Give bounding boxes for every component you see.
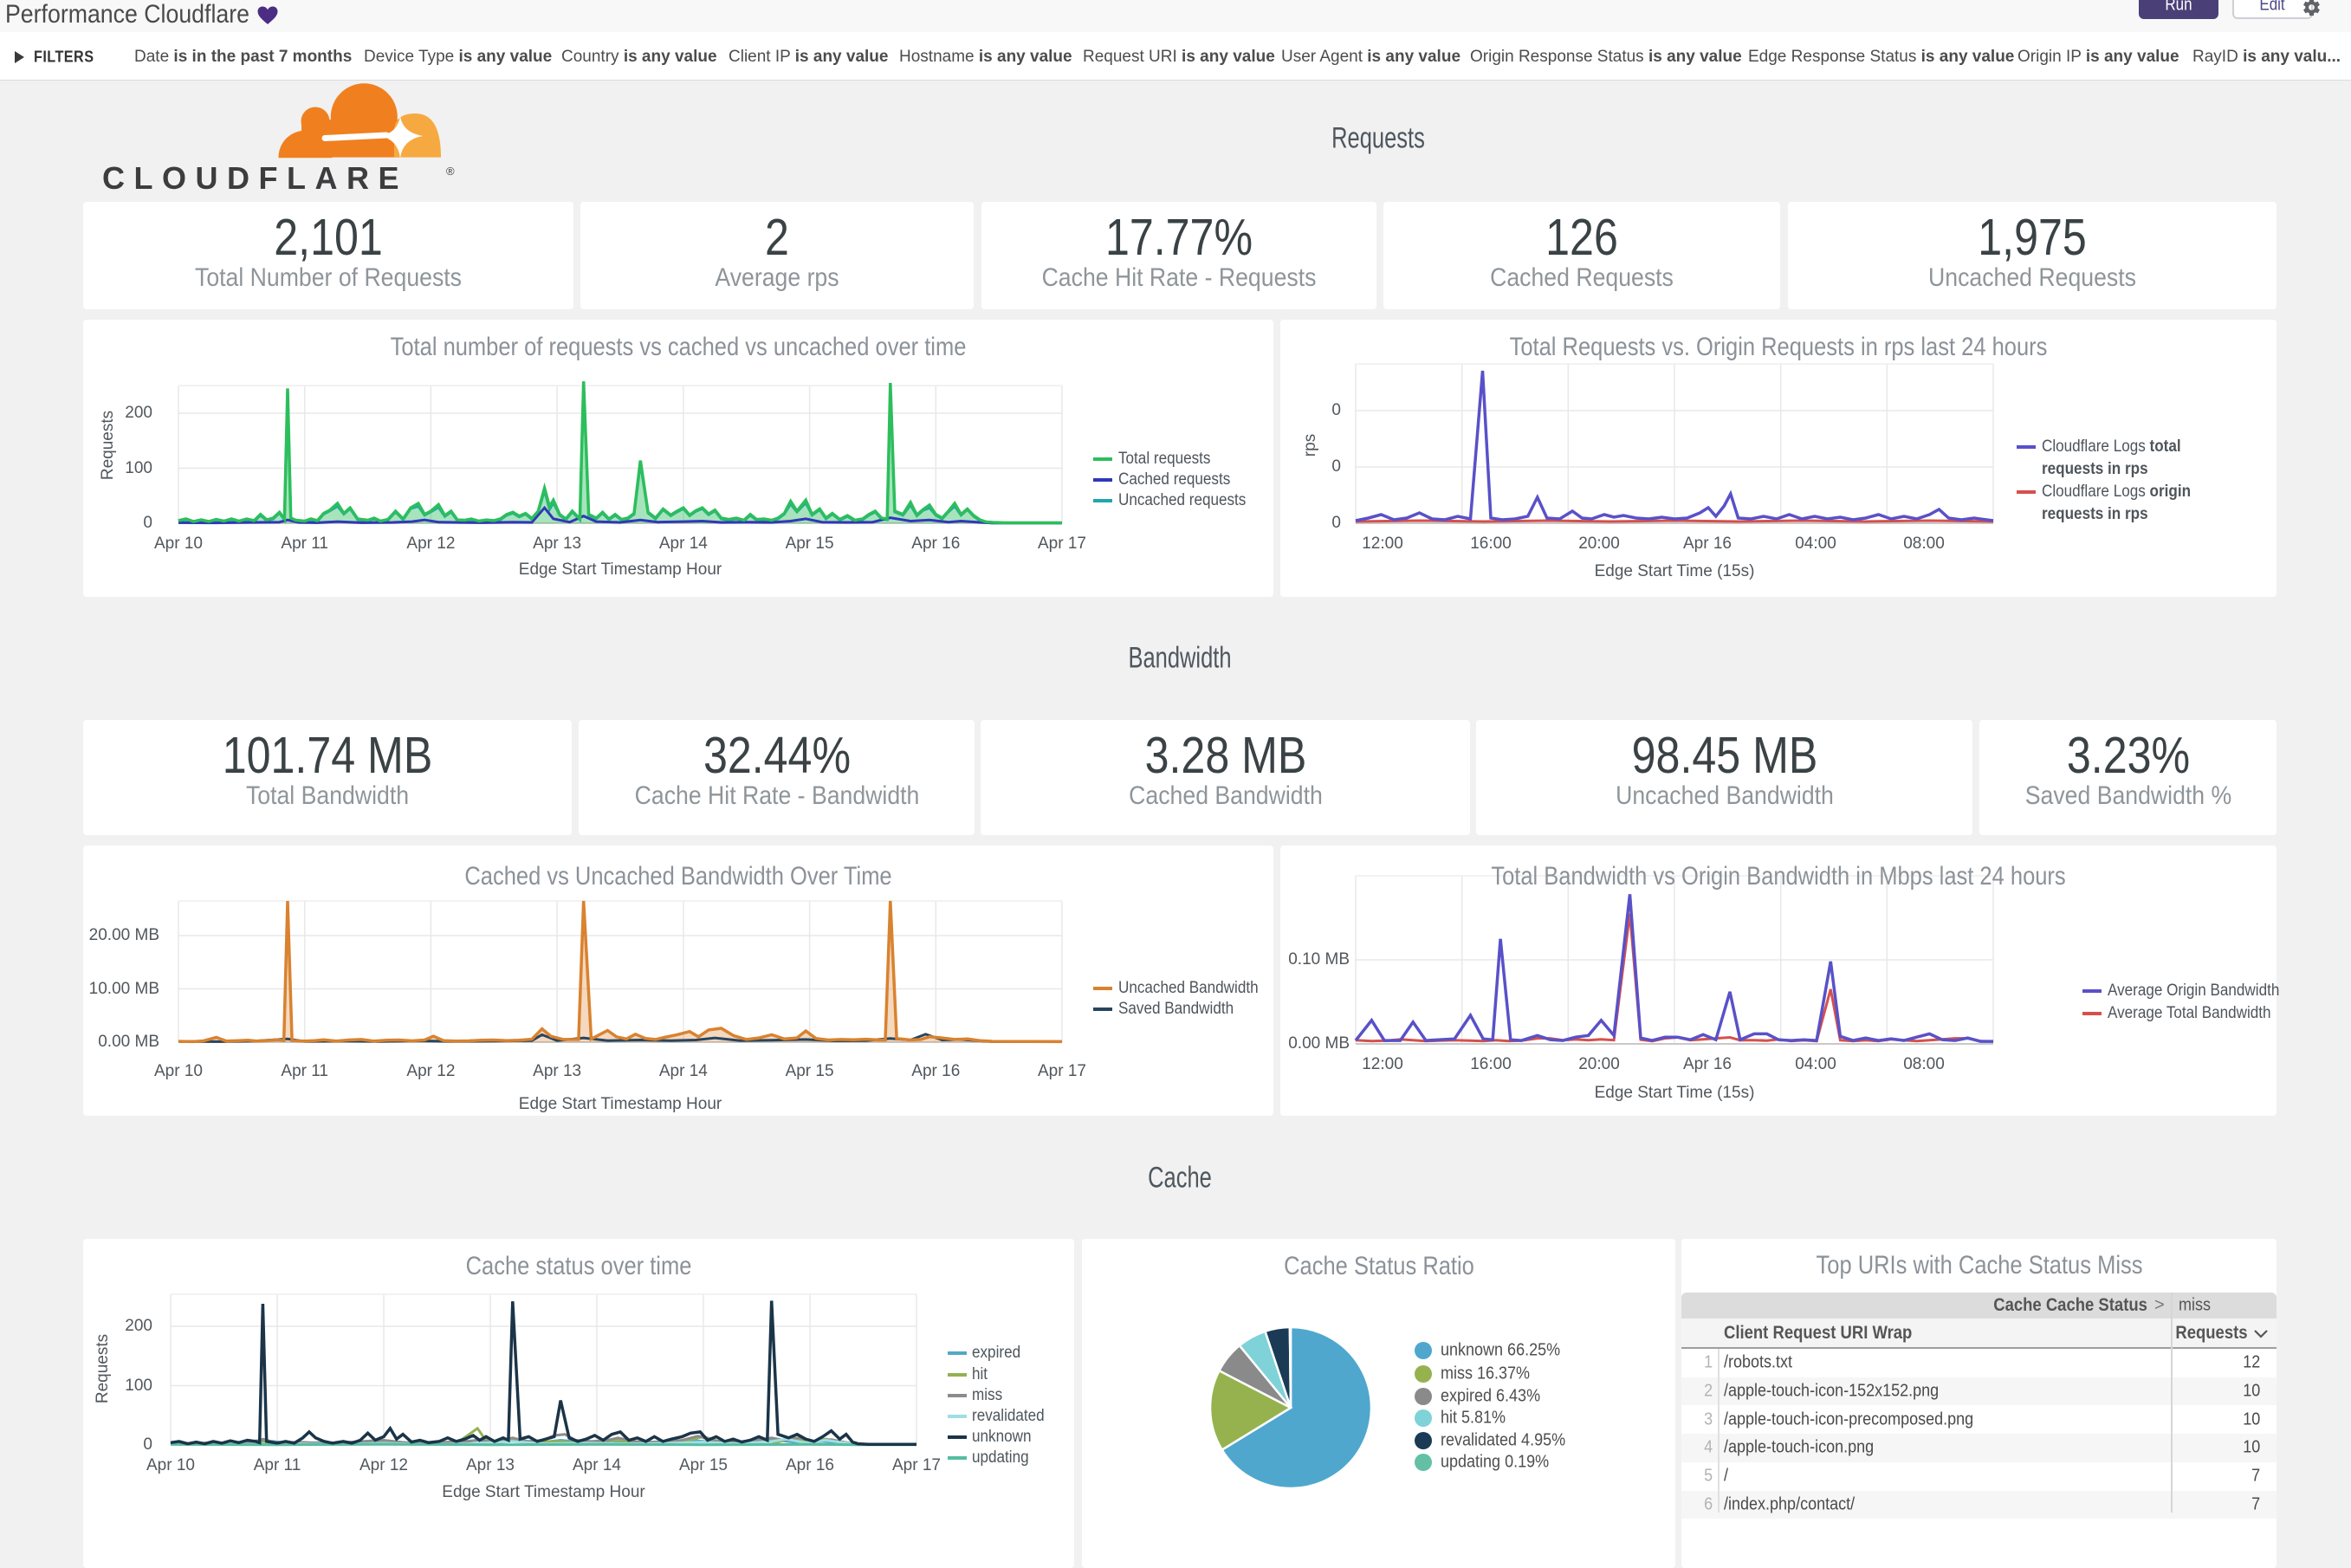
svg-text:Requests: Requests: [94, 1334, 112, 1403]
svg-text:rps: rps: [1301, 434, 1319, 457]
svg-text:Requests: Requests: [99, 411, 117, 480]
svg-text:CLOUDFLARE: CLOUDFLARE: [102, 160, 408, 196]
svg-text:®: ®: [446, 165, 455, 178]
